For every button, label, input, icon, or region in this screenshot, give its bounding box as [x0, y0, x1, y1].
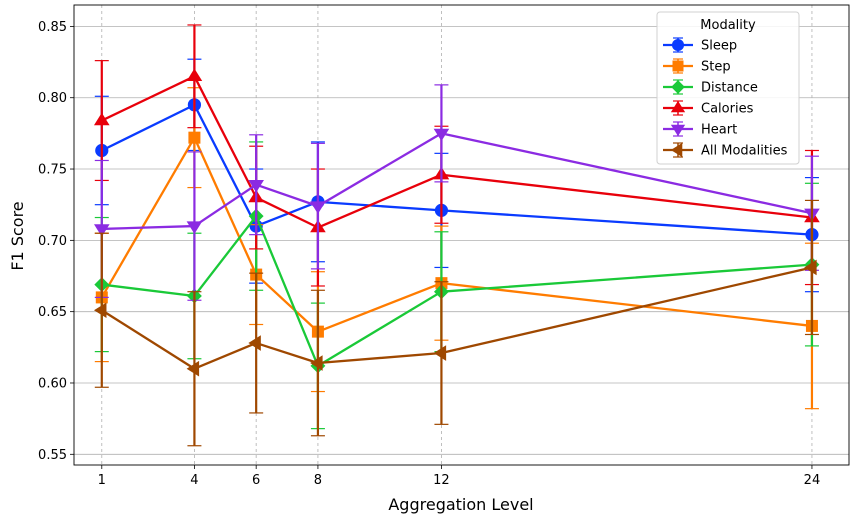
legend-label: Distance [701, 81, 758, 96]
y-tick-label: 0.85 [38, 20, 67, 35]
data-point [93, 112, 110, 126]
legend-label: Calories [701, 102, 754, 117]
legend-entry: Heart [663, 121, 737, 138]
y-tick-label: 0.65 [38, 305, 67, 320]
x-tick-label: 12 [433, 473, 450, 488]
data-point [186, 68, 203, 81]
y-tick-label: 0.80 [38, 91, 67, 106]
series-line [101, 103, 813, 236]
legend-marker [671, 80, 685, 94]
data-point [188, 131, 201, 144]
legend-marker [671, 38, 685, 52]
legend-label: All Modalities [701, 144, 788, 159]
data-point [804, 259, 817, 276]
series-all-modalities [93, 199, 819, 447]
legend-title: Modality [700, 18, 756, 33]
legend-marker [670, 100, 686, 113]
legend-marker [672, 60, 684, 72]
x-tick-label: 24 [804, 473, 821, 488]
y-tick-label: 0.55 [38, 448, 67, 463]
legend-marker [670, 142, 683, 158]
data-point [433, 345, 447, 361]
legend-marker [670, 124, 686, 137]
data-point [93, 302, 107, 319]
x-tick-label: 6 [252, 473, 260, 488]
legend-entry: Sleep [663, 37, 737, 54]
data-point [186, 221, 203, 234]
legend-entry: All Modalities [663, 142, 788, 159]
data-point [310, 355, 323, 371]
legend-entry: Calories [663, 100, 754, 117]
data-point [248, 180, 264, 193]
data-point [248, 335, 261, 351]
legend-entry: Step [663, 58, 731, 75]
series-line [101, 132, 813, 231]
data-point [310, 201, 326, 214]
series-line [101, 75, 813, 229]
series-line [101, 266, 813, 370]
y-tick-label: 0.60 [38, 376, 67, 391]
legend-entry: Distance [663, 79, 758, 96]
plot-frame [73, 4, 850, 466]
legend-label: Step [701, 60, 731, 75]
x-tick-label: 1 [98, 473, 106, 488]
legend-label: Heart [701, 123, 737, 138]
y-axis-label: F1 Score [8, 201, 27, 270]
data-point [433, 128, 450, 142]
y-tick-label: 0.75 [38, 163, 67, 178]
series-layer [93, 24, 820, 447]
data-point [93, 224, 110, 237]
series-line [100, 136, 813, 333]
x-tick-label: 4 [190, 473, 198, 488]
legend: Modality Sleep Step Distance Calories Heart Al… [656, 11, 800, 165]
data-point [186, 360, 200, 377]
series-line [101, 214, 813, 368]
x-tick-label: 8 [314, 473, 322, 488]
y-tick-label: 0.70 [38, 234, 67, 249]
x-axis-label: Aggregation Level [388, 495, 533, 514]
legend-box [656, 11, 800, 165]
axes: 0.55 0.60 0.65 0.70 0.75 0.80 0.85 1 4 6 8 12 24 [38, 4, 850, 488]
legend-label: Sleep [701, 39, 737, 54]
